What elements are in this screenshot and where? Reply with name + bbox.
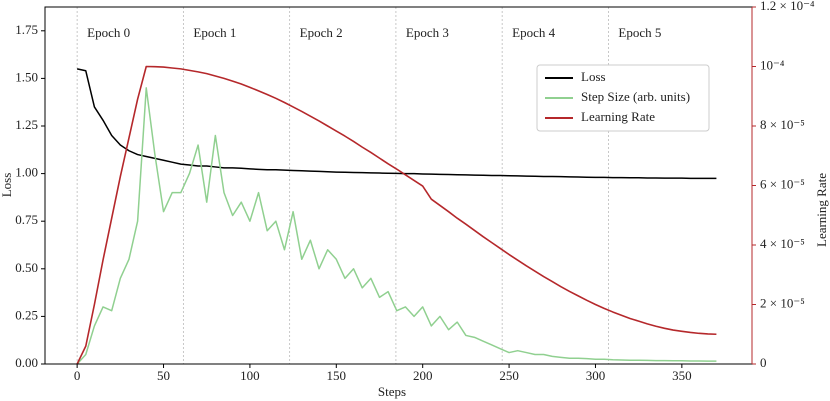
epoch-label: Epoch 0 [87,25,130,40]
y2-axis-label: Learning Rate [814,173,829,247]
y2-tick-label: 0 [760,355,767,370]
series-line [76,65,717,365]
x-tick-label: 150 [327,368,347,383]
epoch-label: Epoch 1 [193,25,236,40]
y2-tick-label: 6 × 10⁻⁵ [760,176,805,191]
y2-tick-label: 4 × 10⁻⁵ [760,236,805,251]
epoch-label: Epoch 5 [618,25,661,40]
y2-tick-label: 2 × 10⁻⁵ [760,295,805,310]
x-tick-label: 100 [240,368,260,383]
y-tick-label: 0.50 [15,260,38,275]
legend-label: Learning Rate [581,109,655,124]
y2-tick-label: 10⁻⁴ [760,57,785,72]
y2-tick-label: 8 × 10⁻⁵ [760,117,805,132]
y-axis-label: Loss [0,173,14,198]
legend-label: Step Size (arb. units) [581,89,690,104]
x-tick-label: 300 [586,368,606,383]
legend-box [536,64,710,132]
y-tick-label: 1.00 [15,165,38,180]
x-tick-label: 200 [413,368,433,383]
series-line [76,68,717,180]
series-line [76,87,717,365]
y2-tick-label: 1.2 × 10⁻⁴ [760,0,815,13]
y-tick-label: 0.75 [15,212,38,227]
epoch-label: Epoch 2 [300,25,343,40]
y-tick-label: 0.25 [15,307,38,322]
x-tick-label: 0 [74,368,81,383]
x-axis-label: Steps [378,384,406,399]
legend-label: Loss [581,69,606,84]
y-tick-label: 1.75 [15,22,38,37]
epoch-label: Epoch 4 [512,25,555,40]
y-tick-label: 1.50 [15,69,38,84]
y-tick-label: 0.00 [15,355,38,370]
y-tick-label: 1.25 [15,117,38,132]
x-tick-label: 250 [499,368,519,383]
legend: Loss Step Size (arb. units) Learning Rate [536,64,710,132]
x-tick-label: 350 [672,368,692,383]
epoch-label: Epoch 3 [406,25,449,40]
x-tick-label: 50 [157,368,170,383]
